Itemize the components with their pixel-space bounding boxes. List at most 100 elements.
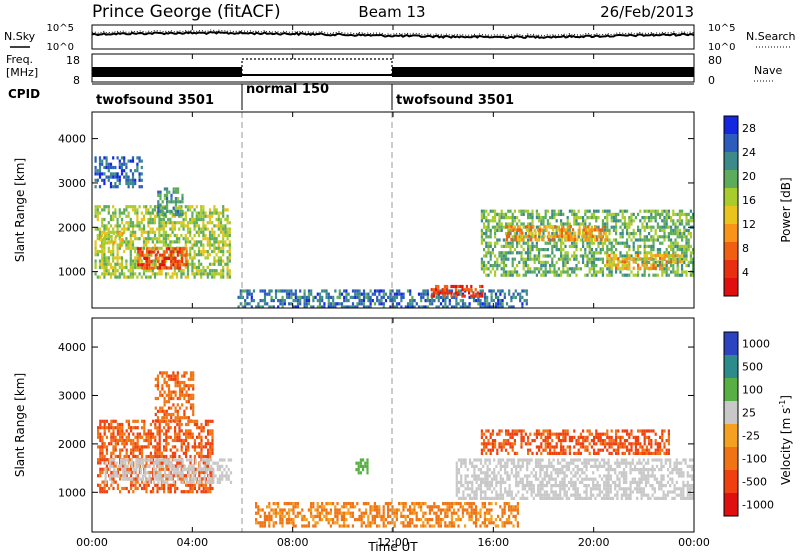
- data-cell: [99, 419, 102, 423]
- data-cell: [164, 230, 168, 234]
- data-cell: [500, 273, 503, 277]
- data-cell: [101, 262, 104, 266]
- data-cell: [200, 249, 203, 254]
- data-cell: [514, 237, 517, 242]
- data-cell: [147, 275, 150, 279]
- data-cell: [219, 246, 223, 250]
- data-cell: [600, 234, 603, 238]
- data-cell: [642, 464, 645, 468]
- data-cell: [565, 493, 568, 497]
- data-cell: [113, 474, 116, 478]
- data-cell: [200, 429, 203, 433]
- data-cell: [185, 458, 189, 462]
- data-cell: [125, 165, 128, 170]
- data-cell: [189, 474, 192, 478]
- data-cell: [215, 259, 218, 263]
- data-cell: [213, 246, 216, 250]
- data-cell: [170, 468, 173, 472]
- data-cell: [123, 486, 126, 491]
- data-cell: [640, 477, 643, 481]
- data-cell: [163, 256, 166, 260]
- data-cell: [129, 253, 132, 257]
- data-cell: [226, 237, 229, 241]
- data-cell: [163, 445, 166, 449]
- data-cell: [562, 260, 565, 264]
- data-cell: [166, 197, 169, 201]
- data-cell: [285, 289, 289, 293]
- data-cell: [568, 222, 571, 226]
- data-cell: [107, 269, 110, 273]
- data-cell: [378, 299, 381, 303]
- data-cell: [551, 232, 554, 236]
- data-cell: [127, 454, 130, 459]
- data-cell: [654, 257, 657, 261]
- data-cell: [160, 224, 163, 228]
- data-cell: [606, 273, 609, 277]
- data-cell: [134, 249, 137, 254]
- data-cell: [208, 217, 212, 222]
- data-cell: [175, 272, 179, 276]
- data-cell: [195, 211, 198, 215]
- data-cell: [202, 211, 205, 215]
- data-cell: [127, 275, 130, 279]
- data-cell: [161, 266, 164, 270]
- data-cell: [626, 238, 629, 242]
- data-cell: [539, 468, 542, 472]
- data-cell: [108, 464, 112, 468]
- data-cell: [187, 377, 190, 381]
- data-cell: [515, 477, 518, 481]
- data-cell: [491, 209, 494, 213]
- data-cell: [125, 451, 128, 455]
- data-cell: [480, 209, 483, 213]
- data-cell: [606, 251, 609, 255]
- data-cell: [162, 237, 165, 241]
- data-cell: [209, 490, 212, 494]
- data-cell: [608, 273, 611, 277]
- data-cell: [114, 237, 117, 241]
- data-cell: [496, 212, 499, 216]
- data-cell: [119, 464, 123, 468]
- data-cell: [116, 221, 119, 225]
- data-cell: [114, 172, 117, 176]
- data-cell: [507, 228, 510, 232]
- data-cell: [157, 480, 160, 484]
- data-cell: [561, 477, 564, 481]
- data-cell: [206, 227, 209, 231]
- data-cell: [134, 480, 137, 484]
- data-cell: [172, 253, 175, 257]
- data-cell: [142, 246, 146, 250]
- data-cell: [575, 241, 578, 245]
- data-cell: [610, 251, 613, 255]
- data-cell: [105, 224, 108, 228]
- data-cell: [601, 257, 604, 261]
- data-cell: [526, 468, 529, 472]
- data-cell: [601, 209, 604, 213]
- data-cell: [130, 458, 134, 462]
- data-cell: [209, 429, 212, 433]
- data-cell: [497, 299, 500, 303]
- data-cell: [96, 233, 99, 238]
- data-cell: [129, 265, 132, 270]
- data-cell: [562, 225, 565, 229]
- data-cell: [574, 484, 577, 488]
- data-cell: [575, 267, 578, 271]
- data-cell: [99, 238, 102, 242]
- data-cell: [527, 222, 530, 226]
- data-cell: [431, 292, 434, 296]
- data-cell: [543, 474, 546, 478]
- data-cell: [141, 454, 144, 459]
- data-cell: [163, 474, 167, 478]
- data-cell: [530, 484, 533, 488]
- data-cell: [174, 203, 177, 207]
- data-cell: [616, 464, 619, 468]
- data-cell: [623, 254, 626, 258]
- data-cell: [574, 496, 577, 500]
- data-cell: [174, 200, 177, 204]
- data-cell: [643, 253, 646, 258]
- data-cell: [204, 422, 207, 427]
- data-cell: [547, 234, 550, 238]
- data-cell: [124, 464, 127, 468]
- data-cell: [570, 461, 573, 465]
- data-cell: [625, 496, 628, 500]
- data-cell: [489, 264, 492, 268]
